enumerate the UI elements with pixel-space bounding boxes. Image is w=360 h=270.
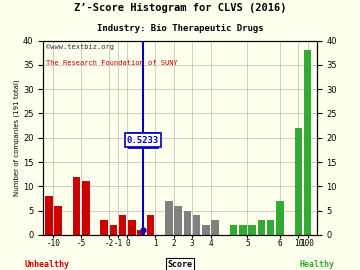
Text: ©www.textbiz.org: ©www.textbiz.org [46,44,114,50]
Bar [128,220,136,235]
Bar [138,230,145,235]
Bar [147,215,154,235]
Bar [165,201,173,235]
Text: 0.5233: 0.5233 [127,136,159,145]
Text: Industry: Bio Therapeutic Drugs: Industry: Bio Therapeutic Drugs [97,24,263,33]
Bar [110,225,117,235]
Bar [304,50,311,235]
Text: Score: Score [167,260,193,269]
Bar [267,220,274,235]
Bar [211,220,219,235]
Text: The Research Foundation of SUNY: The Research Foundation of SUNY [46,60,178,66]
Bar [239,225,247,235]
Bar [54,206,62,235]
Bar [248,225,256,235]
Bar [100,220,108,235]
Bar [82,181,90,235]
Y-axis label: Number of companies (191 total): Number of companies (191 total) [14,79,20,196]
Bar [230,225,237,235]
Text: Unhealthy: Unhealthy [24,260,69,269]
Bar [73,177,80,235]
Text: Healthy: Healthy [299,260,334,269]
Bar [174,206,182,235]
Bar [45,196,53,235]
Bar [184,211,191,235]
Bar [257,220,265,235]
Bar [276,201,284,235]
Bar [294,128,302,235]
Text: Z’-Score Histogram for CLVS (2016): Z’-Score Histogram for CLVS (2016) [74,3,286,13]
Bar [119,215,126,235]
Bar [202,225,210,235]
Bar [193,215,201,235]
